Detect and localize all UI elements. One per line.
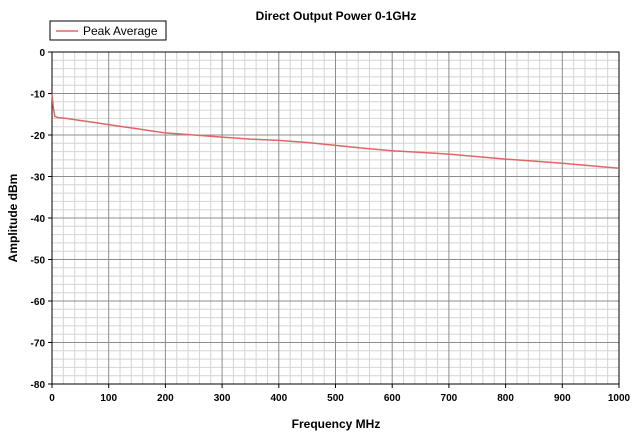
y-axis-title: Amplitude dBm (6, 174, 20, 263)
legend: Peak Average (49, 20, 167, 41)
x-tick-label: 500 (327, 393, 344, 404)
x-tick-label: 700 (441, 393, 458, 404)
x-axis-title: Frequency MHz (292, 417, 381, 431)
y-tick-label: -40 (31, 214, 46, 225)
x-tick-label: 200 (157, 393, 174, 404)
x-tick-label: 400 (270, 393, 287, 404)
y-tick-label: -50 (31, 256, 46, 267)
y-tick-label: -10 (31, 90, 46, 101)
y-axis-ticks: 0 -10 -20 -30 -40 -50 -60 -70 -80 (31, 48, 52, 391)
y-tick-label: -80 (31, 380, 46, 391)
major-gridlines (52, 52, 619, 384)
chart-title: Direct Output Power 0-1GHz (256, 9, 417, 23)
y-tick-label: -30 (31, 173, 46, 184)
x-tick-label: 0 (49, 393, 55, 404)
legend-box (49, 20, 167, 41)
x-tick-label: 100 (100, 393, 117, 404)
series-line-peak-average (51, 93, 620, 169)
x-axis-ticks: 0 100 200 300 400 500 600 700 800 900 1000 (49, 384, 631, 404)
x-tick-label: 600 (384, 393, 401, 404)
y-tick-label: 0 (39, 48, 45, 59)
y-tick-label: -20 (31, 131, 46, 142)
x-tick-label: 300 (214, 393, 231, 404)
x-tick-label: 1000 (608, 393, 631, 404)
series-layer (51, 93, 620, 169)
x-tick-label: 800 (497, 393, 514, 404)
legend-label-peak-average: Peak Average (83, 24, 158, 38)
x-tick-label: 900 (554, 393, 571, 404)
y-tick-label: -60 (31, 297, 46, 308)
y-tick-label: -70 (31, 339, 46, 350)
